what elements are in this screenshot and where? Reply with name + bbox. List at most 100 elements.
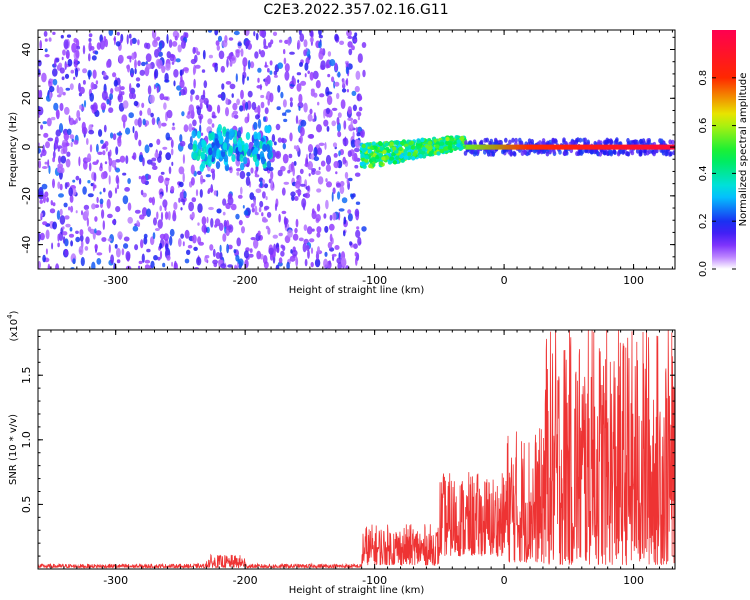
heatmap-cell xyxy=(40,124,44,130)
heatmap-cell xyxy=(299,168,304,175)
heatmap-cell xyxy=(44,161,48,165)
heatmap-cell xyxy=(220,91,226,101)
heatmap-cell xyxy=(264,107,269,115)
heatmap-cell xyxy=(51,242,54,250)
heatmap-cell xyxy=(126,34,129,45)
heatmap-cell xyxy=(144,42,149,49)
heatmap-cell xyxy=(288,153,293,159)
signal-line xyxy=(465,144,675,150)
heatmap-cell xyxy=(404,155,409,160)
heatmap-cell xyxy=(41,149,47,157)
heatmap-cell xyxy=(79,86,85,94)
heatmap-cell xyxy=(178,181,184,188)
heatmap-cell xyxy=(168,166,172,175)
heatmap-cell xyxy=(672,150,675,156)
heatmap-cell xyxy=(332,142,338,148)
heatmap-cell xyxy=(360,156,365,162)
heatmap-cell xyxy=(275,123,281,131)
heatmap-cell xyxy=(212,248,216,258)
heatmap-cell xyxy=(58,62,63,69)
heatmap-cell xyxy=(50,200,53,206)
heatmap-cell xyxy=(83,100,87,108)
heatmap-cell xyxy=(257,67,262,73)
heatmap-cell xyxy=(208,206,214,211)
heatmap-cell xyxy=(52,31,56,35)
heatmap-cell xyxy=(386,148,391,154)
heatmap-cell xyxy=(142,157,145,167)
heatmap-cell xyxy=(118,54,124,64)
heatmap-cell xyxy=(416,139,422,144)
heatmap-cell xyxy=(339,40,345,45)
heatmap-cell xyxy=(184,229,190,239)
heatmap-cell xyxy=(188,201,195,212)
heatmap-cell xyxy=(295,145,300,152)
heatmap-cell xyxy=(652,151,656,157)
heatmap-cell xyxy=(58,86,64,96)
heatmap-cell xyxy=(242,57,248,67)
heatmap-cell xyxy=(201,160,206,169)
heatmap-cell xyxy=(292,166,296,177)
heatmap-cell xyxy=(75,49,80,59)
heatmap-cell xyxy=(169,235,173,246)
heatmap-cell xyxy=(367,142,372,147)
heatmap-cell xyxy=(306,158,309,164)
heatmap-cell xyxy=(335,171,338,175)
heatmap-cell xyxy=(240,89,244,100)
heatmap-cell xyxy=(362,164,367,169)
x-tick-label: 0 xyxy=(501,274,508,287)
heatmap-cell xyxy=(318,166,321,171)
heatmap-cell xyxy=(350,120,353,130)
heatmap-cell xyxy=(255,140,260,148)
heatmap-cell xyxy=(136,220,140,226)
heatmap-cell xyxy=(139,110,143,116)
heatmap-cell xyxy=(352,131,355,139)
heatmap-cell xyxy=(131,37,137,45)
heatmap-cell xyxy=(108,157,113,167)
heatmap-cell xyxy=(327,51,332,57)
heatmap-cell xyxy=(250,167,254,174)
heatmap-cell xyxy=(325,164,331,172)
heatmap-cell xyxy=(75,230,79,234)
heatmap-cell xyxy=(502,148,506,154)
heatmap-cell xyxy=(237,194,243,199)
heatmap-cell xyxy=(75,118,78,124)
heatmap-cell xyxy=(353,243,358,249)
heatmap-cell xyxy=(115,159,121,163)
heatmap-cell xyxy=(225,81,232,85)
heatmap-cell xyxy=(87,180,91,184)
heatmap-cell xyxy=(552,149,556,154)
heatmap-cell xyxy=(156,59,163,69)
heatmap-cell xyxy=(278,257,283,264)
heatmap-cell xyxy=(150,260,155,269)
heatmap-cell xyxy=(467,140,472,146)
heatmap-cell xyxy=(324,142,327,150)
heatmap-cell xyxy=(120,86,125,91)
heatmap-cell xyxy=(172,122,175,126)
heatmap-cell xyxy=(47,137,54,142)
heatmap-cell xyxy=(245,101,249,111)
heatmap-cell xyxy=(119,155,126,163)
heatmap-cell xyxy=(384,155,390,160)
heatmap-cell xyxy=(179,140,186,147)
heatmap-cell xyxy=(333,153,338,158)
y-tick-label: 20 xyxy=(20,91,33,105)
heatmap-cell xyxy=(264,205,270,210)
heatmap-cells xyxy=(38,30,675,269)
heatmap-cell xyxy=(70,142,73,147)
heatmap-cell xyxy=(153,217,157,226)
heatmap-cell xyxy=(260,101,265,109)
heatmap-cell xyxy=(337,191,341,200)
heatmap-cell xyxy=(305,244,310,251)
heatmap-cell xyxy=(494,140,499,146)
heatmap-cell xyxy=(87,226,92,232)
heatmap-cell xyxy=(145,61,148,65)
heatmap-cell xyxy=(270,179,273,189)
x-tick-label: 100 xyxy=(623,274,644,287)
heatmap-cell xyxy=(275,264,280,269)
colorbar-tick-label: 0.4 xyxy=(698,165,709,181)
heatmap-cell xyxy=(117,95,121,101)
heatmap-cell xyxy=(171,61,175,65)
heatmap-cell xyxy=(143,236,148,245)
heatmap-cell xyxy=(241,226,245,234)
heatmap-cell xyxy=(180,207,183,211)
